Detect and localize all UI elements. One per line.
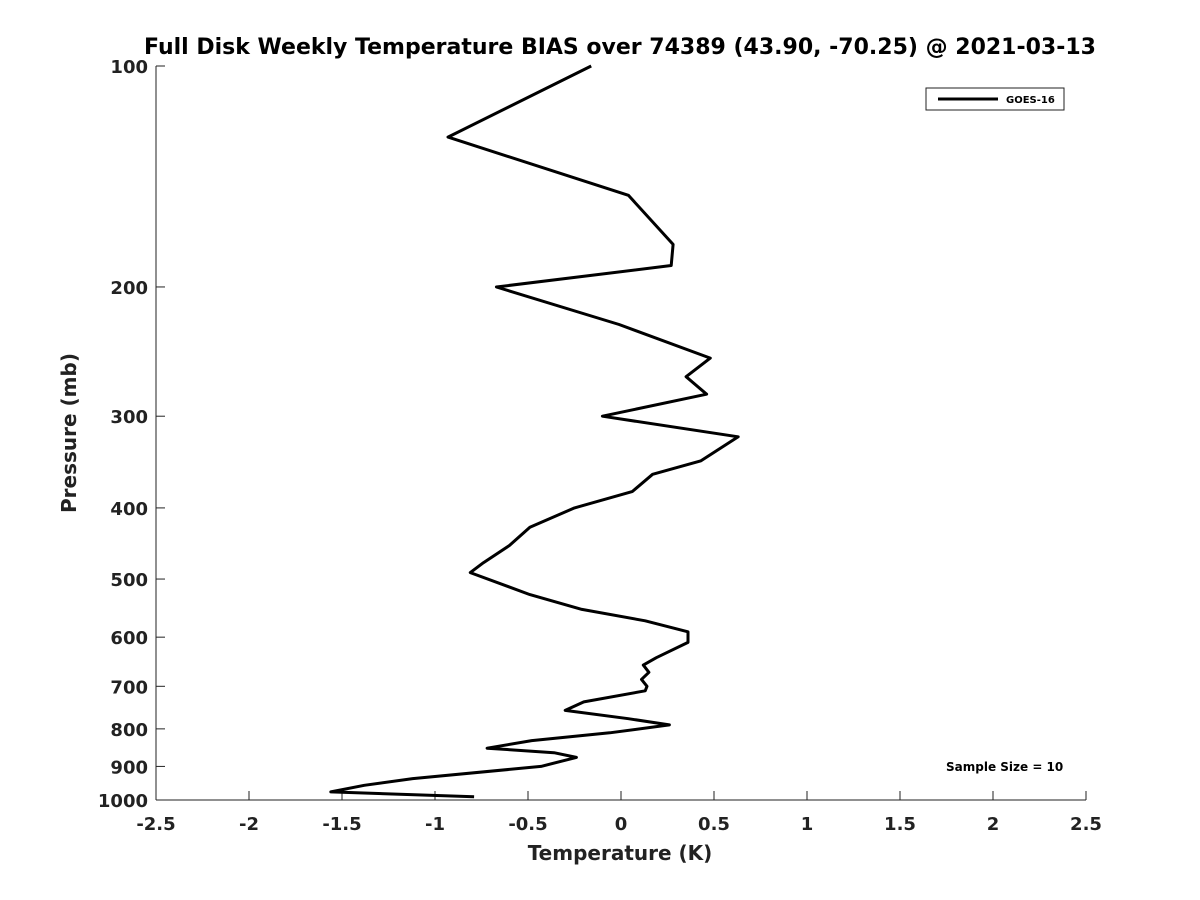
y-tick-label: 800 [110,720,148,741]
x-tick-label: 1.5 [884,814,916,835]
sample-size-annotation: Sample Size = 10 [946,760,1063,774]
y-tick-label: 100 [110,57,148,78]
x-tick-label: 2 [987,814,1000,835]
x-axis-ticks: -2.5 -2 -1.5 -1 -0.5 0 0.5 1 1.5 2 2.5 [136,791,1102,835]
series-layer [329,64,740,799]
series-line-goes-16 [329,64,740,799]
y-axis-label: Pressure (mb) [57,353,81,513]
y-tick-label: 300 [110,407,148,428]
x-tick-label: 0.5 [698,814,730,835]
legend-label-goes-16: GOES-16 [1006,95,1055,106]
x-tick-label: -1.5 [322,814,361,835]
y-tick-label: 900 [110,757,148,778]
y-tick-label: 500 [110,570,148,591]
x-tick-label: 0 [615,814,628,835]
x-tick-label: -0.5 [508,814,547,835]
x-tick-label: -1 [425,814,445,835]
x-axis-label: Temperature (K) [528,841,713,865]
chart-title: Full Disk Weekly Temperature BIAS over 7… [144,35,1096,60]
x-tick-label: -2.5 [136,814,175,835]
y-tick-label: 200 [110,278,148,299]
legend: GOES-16 [925,87,1065,111]
y-tick-label: 1000 [98,791,148,812]
y-tick-label: 600 [110,628,148,649]
y-tick-label: 700 [110,677,148,698]
x-tick-label: 2.5 [1070,814,1102,835]
x-tick-label: -2 [239,814,259,835]
y-axis-ticks: 100 200 300 400 500 600 700 800 900 1000 [98,57,165,812]
x-tick-label: 1 [801,814,814,835]
y-tick-label: 400 [110,499,148,520]
